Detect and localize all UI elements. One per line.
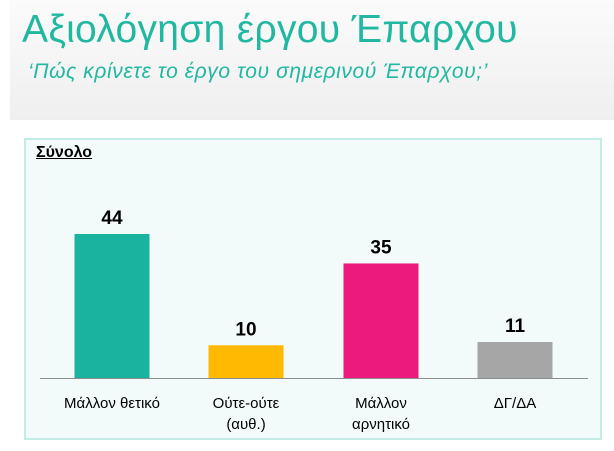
panel-label: Σύνολο [36,144,93,161]
data-label: 44 [101,208,123,229]
category-label: (αυθ.) [226,416,265,433]
category-label: Ούτε-ούτε [213,395,280,412]
data-label: 11 [505,316,526,337]
bar [74,234,150,378]
category-label: Μάλλον [355,395,407,412]
data-label: 10 [235,319,256,340]
data-label: 35 [370,237,392,258]
bar [208,345,284,378]
chart-panel: Σύνολο [24,138,602,440]
category-label: ΔΓ/ΔΑ [494,395,536,412]
page-title: Αξιολόγηση έργου Έπαρχου [22,8,518,51]
category-label: Μάλλον θετικό [64,395,160,412]
page-subtitle: ‘Πώς κρίνετε το έργο του σημερινού Έπαρχ… [28,60,488,83]
category-label: αρνητικό [352,416,410,433]
bar [343,263,419,378]
bar [477,342,553,378]
header-band [10,0,614,120]
